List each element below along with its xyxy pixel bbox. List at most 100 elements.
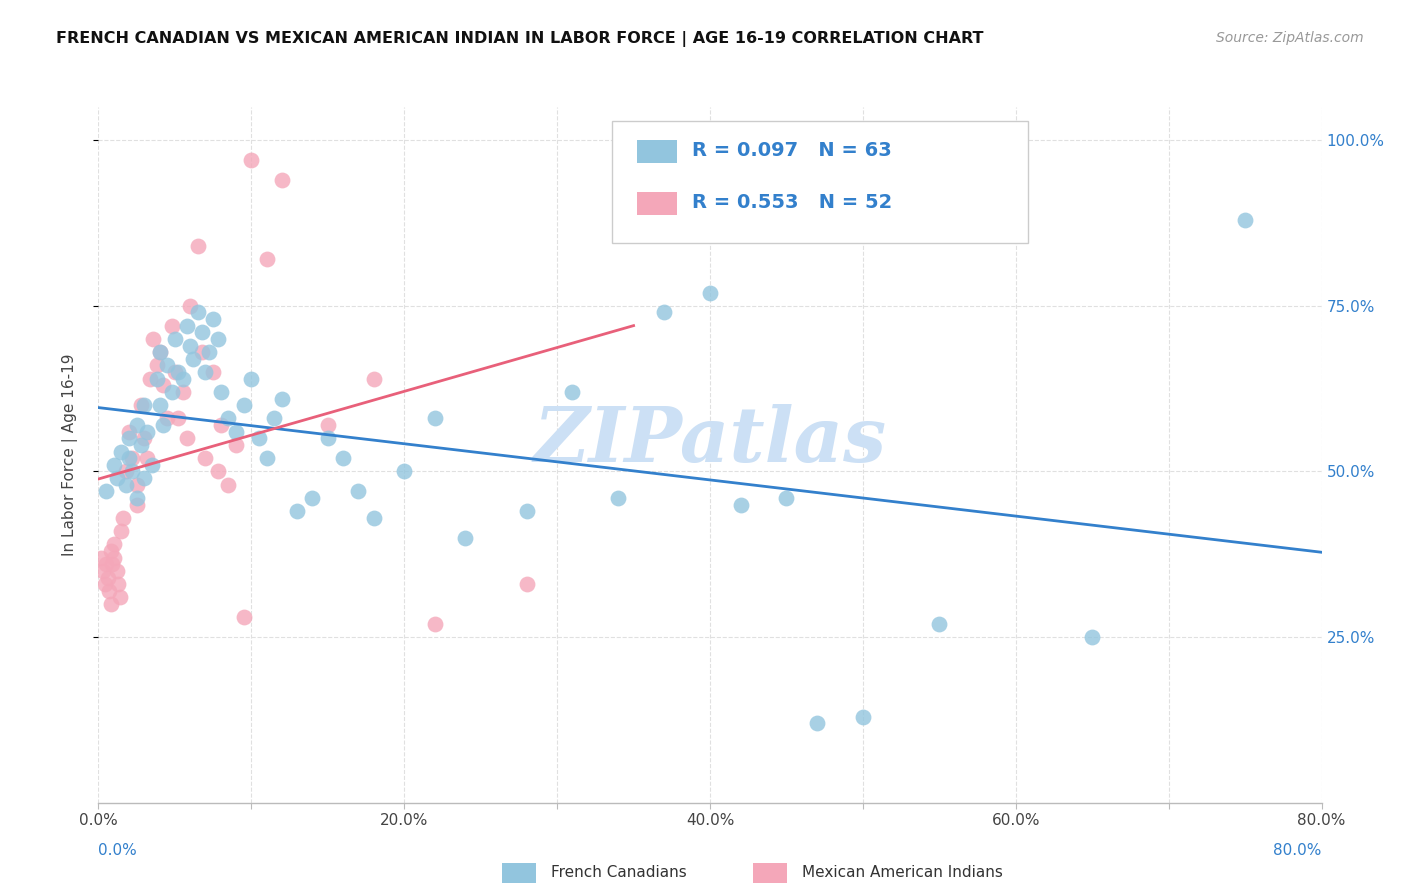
Point: [94, 484, 117, 499]
Point: [156, 411, 179, 425]
Point: [181, 351, 204, 366]
Point: [149, 345, 172, 359]
Point: [93, 577, 115, 591]
FancyBboxPatch shape: [612, 121, 1028, 243]
Point: [98, 583, 121, 598]
Point: [454, 531, 477, 545]
Point: [197, 345, 219, 359]
Point: [347, 484, 370, 499]
Point: [730, 498, 752, 512]
Point: [152, 378, 174, 392]
Text: French Canadians: French Canadians: [551, 865, 686, 880]
Point: [100, 544, 122, 558]
Point: [240, 372, 263, 386]
Point: [160, 384, 183, 399]
Point: [806, 716, 828, 731]
Text: R = 0.553   N = 52: R = 0.553 N = 52: [692, 193, 891, 212]
Point: [125, 477, 148, 491]
FancyBboxPatch shape: [502, 863, 536, 883]
Point: [145, 372, 167, 386]
Point: [108, 591, 131, 605]
Point: [363, 372, 385, 386]
Point: [217, 477, 239, 491]
Point: [101, 558, 124, 572]
Point: [316, 431, 339, 445]
Point: [103, 458, 125, 472]
Point: [516, 577, 538, 591]
Point: [232, 398, 254, 412]
Point: [115, 465, 138, 479]
Point: [363, 511, 385, 525]
Point: [145, 359, 167, 373]
Point: [110, 444, 132, 458]
Point: [163, 332, 186, 346]
Point: [167, 365, 190, 379]
Point: [423, 411, 446, 425]
Point: [125, 498, 148, 512]
Point: [136, 425, 159, 439]
Point: [118, 451, 141, 466]
Point: [103, 550, 125, 565]
Point: [225, 438, 247, 452]
Point: [129, 438, 152, 452]
Point: [775, 491, 797, 505]
Text: Source: ZipAtlas.com: Source: ZipAtlas.com: [1216, 31, 1364, 45]
Point: [149, 345, 172, 359]
Point: [561, 384, 583, 399]
Point: [207, 465, 229, 479]
Point: [172, 372, 194, 386]
Point: [392, 465, 416, 479]
Point: [110, 524, 132, 538]
Text: Mexican American Indians: Mexican American Indians: [801, 865, 1002, 880]
Point: [107, 577, 129, 591]
Point: [607, 491, 630, 505]
Point: [699, 285, 721, 300]
Point: [202, 312, 225, 326]
Point: [209, 418, 232, 433]
Point: [270, 173, 292, 187]
Point: [202, 365, 225, 379]
Point: [167, 411, 190, 425]
Point: [516, 504, 538, 518]
Point: [121, 451, 143, 466]
Point: [134, 431, 156, 445]
Point: [100, 597, 122, 611]
Point: [141, 458, 163, 472]
Point: [263, 411, 285, 425]
Point: [142, 332, 165, 346]
Point: [160, 318, 183, 333]
Point: [316, 418, 339, 433]
Point: [332, 451, 354, 466]
Point: [176, 431, 198, 445]
Point: [285, 504, 308, 518]
Point: [652, 305, 675, 319]
Point: [1081, 630, 1104, 644]
Point: [928, 616, 950, 631]
Point: [91, 564, 114, 578]
Point: [179, 338, 201, 352]
Point: [149, 398, 172, 412]
Point: [134, 398, 156, 412]
Text: ZIPatlas: ZIPatlas: [533, 404, 887, 478]
Point: [270, 392, 292, 406]
Point: [90, 550, 112, 565]
Point: [301, 491, 323, 505]
Point: [163, 365, 186, 379]
Point: [194, 365, 217, 379]
Point: [125, 418, 148, 433]
Point: [1234, 212, 1257, 227]
Point: [121, 465, 143, 479]
Point: [256, 451, 278, 466]
Point: [139, 372, 162, 386]
Point: [191, 345, 214, 359]
Point: [103, 537, 125, 551]
Point: [217, 411, 239, 425]
Point: [118, 425, 141, 439]
FancyBboxPatch shape: [637, 192, 678, 215]
Point: [97, 570, 120, 584]
Point: [111, 511, 134, 525]
Point: [194, 451, 217, 466]
Point: [156, 359, 179, 373]
Point: [129, 398, 152, 412]
Point: [152, 418, 174, 433]
